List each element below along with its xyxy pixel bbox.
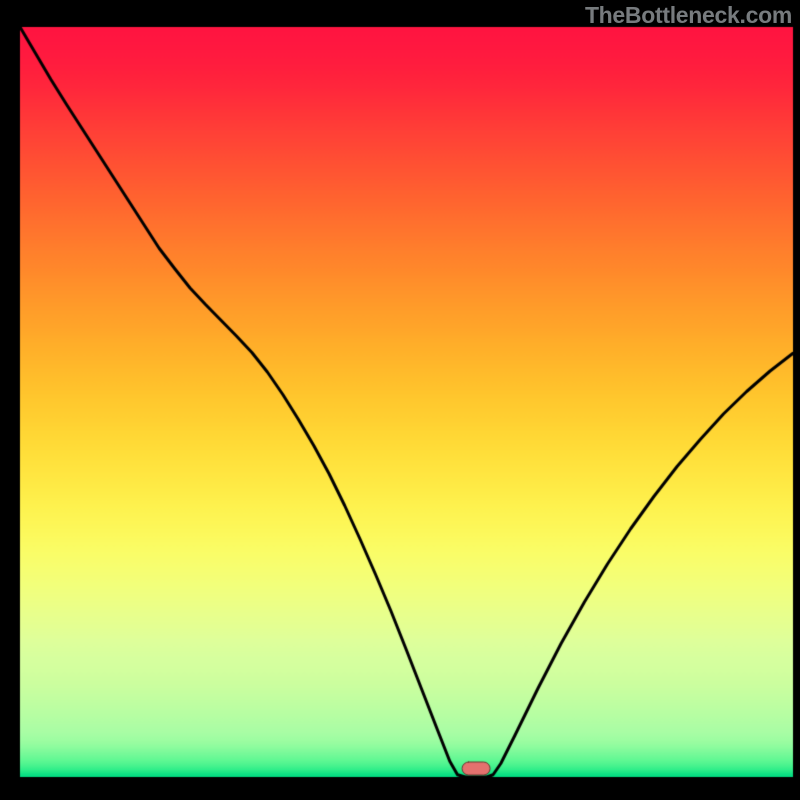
chart-container: TheBottleneck.com (0, 0, 800, 800)
watermark-label: TheBottleneck.com (585, 2, 792, 29)
bottleneck-chart-canvas (0, 0, 800, 800)
